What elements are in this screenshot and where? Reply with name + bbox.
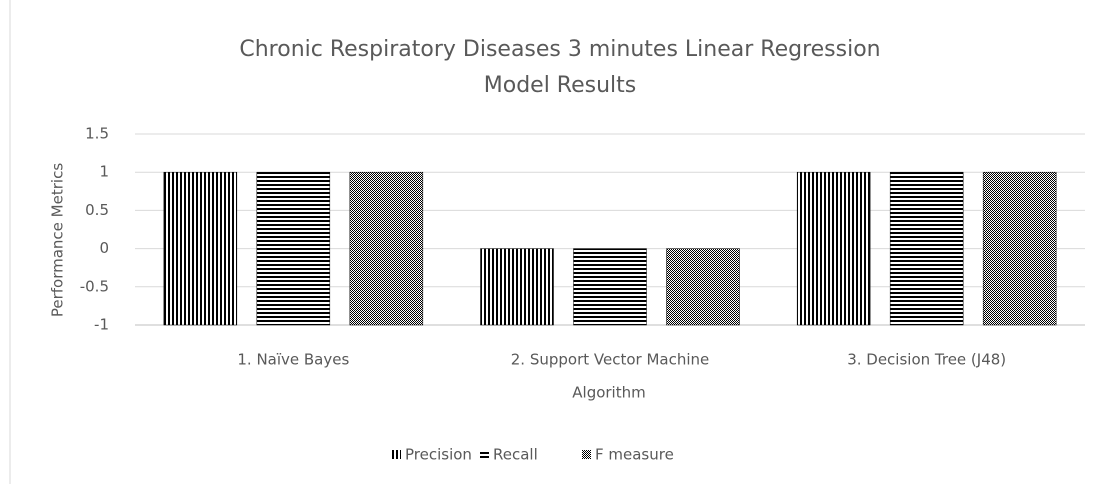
x-tick-label: 1. Naïve Bayes: [237, 351, 349, 369]
legend-label: Precision: [405, 446, 472, 464]
x-axis-label: Algorithm: [572, 384, 645, 402]
y-tick-label: -1: [94, 316, 109, 334]
legend-label: Recall: [493, 446, 538, 464]
bar: [256, 171, 331, 326]
bar: [163, 171, 238, 326]
y-tick-label: -0.5: [80, 277, 109, 295]
bar: [889, 171, 964, 326]
legend-swatch: [392, 450, 401, 459]
legend-swatch: [480, 450, 489, 459]
y-tick-label: 1.5: [85, 125, 109, 143]
x-tick-label: 3. Decision Tree (J48): [847, 351, 1006, 369]
y-tick-label: 1: [99, 163, 109, 181]
bar: [796, 171, 871, 326]
y-tick-label: 0: [99, 239, 109, 257]
chart-title: Model Results: [484, 73, 637, 98]
bar: [349, 171, 424, 326]
y-axis-label: Performance Metrics: [49, 163, 67, 317]
bar: [480, 248, 554, 326]
chart-border: [9, 0, 11, 484]
legend-label: F measure: [595, 446, 674, 464]
bar: [982, 171, 1057, 326]
bar: [666, 248, 740, 326]
bar: [573, 248, 647, 326]
x-tick-label: 2. Support Vector Machine: [511, 351, 710, 369]
y-tick-label: 0.5: [85, 201, 109, 219]
chart-title: Chronic Respiratory Diseases 3 minutes L…: [239, 37, 880, 62]
legend-swatch: [582, 450, 591, 459]
